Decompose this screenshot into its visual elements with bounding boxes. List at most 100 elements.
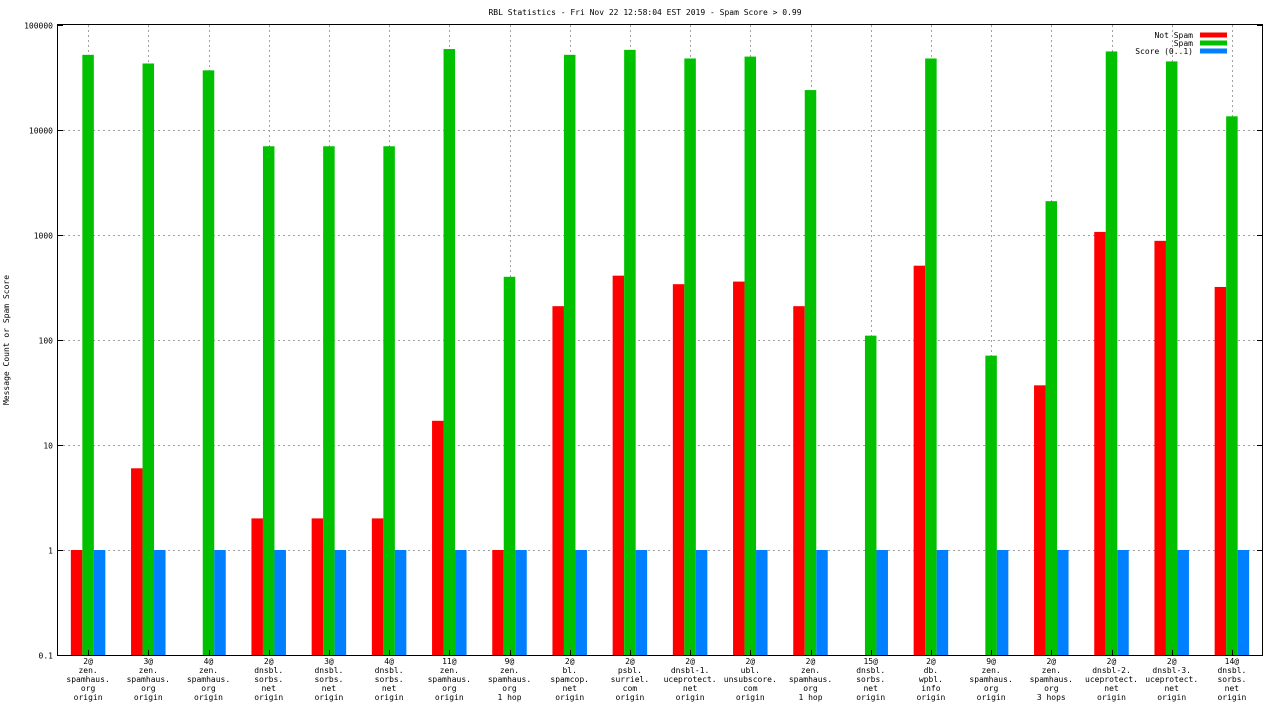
x-tick-label: origin xyxy=(375,693,404,702)
x-tick-label: net xyxy=(863,684,878,693)
x-tick-label: 1 hop xyxy=(497,693,521,702)
x-tick-label: spamhaus. xyxy=(127,675,170,684)
x-tick-label: dnsbl. xyxy=(375,666,404,675)
x-tick-label: origin xyxy=(254,693,283,702)
bar xyxy=(1177,550,1189,655)
x-tick-label: ubl. xyxy=(741,666,760,675)
y-tick-label: 0.1 xyxy=(39,652,54,661)
x-tick-label: org xyxy=(803,684,818,693)
bar xyxy=(695,550,708,655)
x-tick-label: spamhaus. xyxy=(488,675,531,684)
bar xyxy=(1165,61,1178,656)
x-tick-label: 2@ xyxy=(685,657,695,666)
legend-label: Score (0..1) xyxy=(1135,47,1193,56)
x-tick-label: org xyxy=(502,684,517,693)
x-tick-label: origin xyxy=(134,693,163,702)
bar xyxy=(455,550,467,655)
bar xyxy=(214,550,226,655)
x-tick-label: zen. xyxy=(139,666,158,675)
x-tick-label: spamcop. xyxy=(550,675,589,684)
x-tick-label: origin xyxy=(676,693,705,702)
bars xyxy=(70,49,1250,656)
x-tick-label: sorbs. xyxy=(856,675,885,684)
x-tick-label: dnsbl-2. xyxy=(1092,666,1131,675)
bar xyxy=(1154,240,1166,655)
bar xyxy=(1237,550,1250,655)
x-tick-label: 3@ xyxy=(143,657,153,666)
bar xyxy=(202,70,215,656)
x-tick-label: origin xyxy=(435,693,464,702)
bar xyxy=(756,550,768,655)
x-tick-label: bl. xyxy=(562,666,576,675)
x-tick-label: origin xyxy=(736,693,765,702)
x-tick-label: zen. xyxy=(199,666,218,675)
x-tick-label: origin xyxy=(1097,693,1126,702)
x-tick-label: net xyxy=(1225,684,1240,693)
x-tick-label: dnsbl. xyxy=(314,666,343,675)
x-tick-label: 2@ xyxy=(264,657,274,666)
bar xyxy=(323,146,335,655)
x-tick-label: net xyxy=(683,684,698,693)
x-tick-label: spamhaus. xyxy=(187,675,230,684)
x-tick-label: zen. xyxy=(500,666,519,675)
y-axis-label: Message Count or Spam Score xyxy=(2,275,11,405)
bar xyxy=(334,550,347,655)
gridlines xyxy=(58,25,1262,655)
x-tick-label: 9@ xyxy=(986,657,996,666)
bar xyxy=(1117,550,1129,655)
x-tick-label: net xyxy=(322,684,337,693)
x-tick-label: 3 hops xyxy=(1037,693,1066,702)
bar xyxy=(371,518,384,655)
x-tick-label: origin xyxy=(555,693,584,702)
bar xyxy=(492,550,504,655)
x-tick-label: com xyxy=(743,684,758,693)
bar xyxy=(733,281,745,655)
x-tick-label: net xyxy=(1164,684,1179,693)
x-tick-label: origin xyxy=(194,693,223,702)
plot-frame xyxy=(57,24,1263,656)
x-tick-label: 2@ xyxy=(1167,657,1177,666)
bar xyxy=(876,550,888,655)
bar xyxy=(925,58,937,656)
x-tick-label: dnsbl. xyxy=(856,666,885,675)
x-tick-label: org xyxy=(984,684,999,693)
bar xyxy=(864,335,877,655)
bar xyxy=(503,276,516,655)
x-tick-label: origin xyxy=(74,693,103,702)
bar xyxy=(624,49,636,655)
y-tick-label: 10000 xyxy=(29,127,53,136)
x-tick-label: com xyxy=(623,684,638,693)
x-tick-label: org xyxy=(141,684,156,693)
x-tick-label: 2@ xyxy=(1107,657,1117,666)
bar xyxy=(251,518,263,655)
bar xyxy=(684,58,696,656)
bar xyxy=(131,468,143,655)
x-tick-label: org xyxy=(201,684,216,693)
bar xyxy=(996,550,1009,655)
y-tick-label: 10 xyxy=(43,442,53,451)
x-tick-label: 2@ xyxy=(83,657,93,666)
x-tick-label: 3@ xyxy=(324,657,334,666)
bar xyxy=(311,518,324,655)
x-tick-label: psbl. xyxy=(618,666,642,675)
y-tick-label: 1000 xyxy=(34,232,53,241)
x-tick-label: unsubscore. xyxy=(724,675,777,684)
bar xyxy=(744,56,757,655)
x-tick-label: spamhaus. xyxy=(789,675,832,684)
legend-swatch xyxy=(1200,32,1227,38)
x-tick-label: 9@ xyxy=(505,657,515,666)
bar xyxy=(274,550,286,655)
x-tick-label: dnsbl-3. xyxy=(1152,666,1191,675)
bar xyxy=(432,420,444,655)
bar xyxy=(443,49,456,655)
x-tick-label: origin xyxy=(977,693,1006,702)
x-tick-label: 2@ xyxy=(565,657,575,666)
bar xyxy=(383,146,395,655)
x-tick-label: sorbs. xyxy=(254,675,283,684)
chart-title: RBL Statistics - Fri Nov 22 12:58:04 EST… xyxy=(488,8,801,17)
x-tick-label: origin xyxy=(615,693,644,702)
x-tick-label: spamhaus. xyxy=(66,675,109,684)
bar xyxy=(1034,385,1046,655)
